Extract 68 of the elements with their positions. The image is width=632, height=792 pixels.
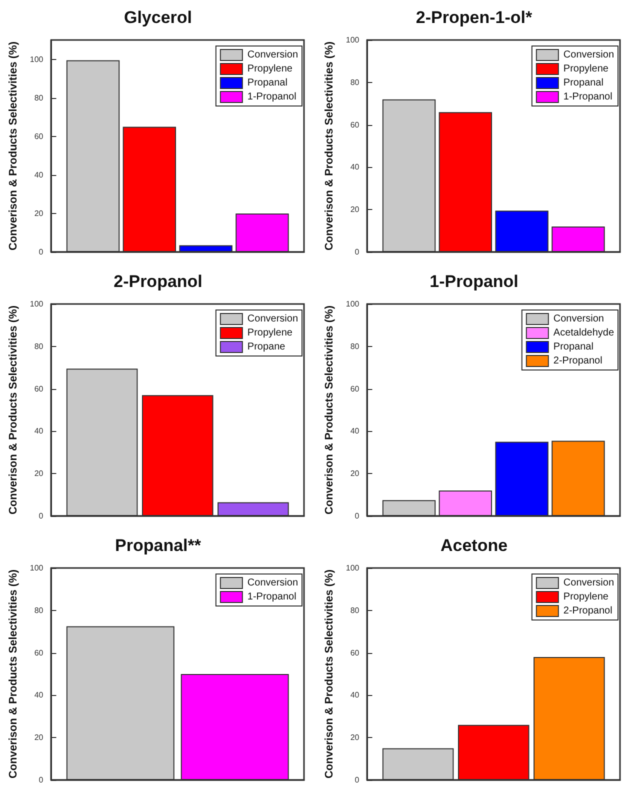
y-tick-label: 100: [346, 300, 360, 308]
y-tick-label: 40: [34, 426, 44, 436]
y-axis-title: Converison & Products Selectivities (%): [8, 569, 20, 779]
chart-title: 2-Propen-1-ol*: [416, 8, 532, 27]
y-tick-label: 0: [354, 248, 360, 256]
y-tick-label: 20: [350, 733, 360, 742]
legend-label: Propanal: [553, 342, 594, 352]
legend-label: Propanal: [247, 78, 288, 88]
y-tick-label: 60: [350, 384, 360, 394]
y-tick-label: 60: [350, 648, 360, 658]
y-tick-label: 100: [346, 564, 360, 572]
y-tick-label: 20: [34, 733, 44, 742]
legend-label: Conversion: [247, 578, 298, 588]
y-tick-label: 40: [350, 690, 360, 700]
y-tick-label: 60: [350, 120, 360, 130]
y-tick-label: 80: [34, 93, 44, 102]
chart-title: 1-Propanol: [430, 272, 518, 291]
legend-label: Propylene: [247, 64, 293, 74]
legend-label: Propanal: [563, 78, 604, 88]
legend-label: 1-Propanol: [247, 92, 296, 102]
legend-label: 1-Propanol: [563, 92, 612, 102]
legend-label: Propylene: [563, 592, 609, 602]
y-tick-label: 100: [30, 300, 44, 308]
y-tick-label: 80: [34, 606, 44, 615]
y-tick-label: 20: [34, 469, 44, 478]
legend-label: Propylene: [247, 328, 293, 338]
legend-label: Acetaldehyde: [553, 328, 614, 338]
legend-label: 1-Propanol: [247, 592, 296, 602]
y-tick-label: 80: [350, 342, 360, 351]
y-tick-label: 20: [350, 205, 360, 214]
legend-label: Conversion: [563, 50, 614, 60]
y-tick-label: 100: [346, 36, 360, 44]
y-tick-label: 80: [34, 342, 44, 351]
legend-label: Conversion: [553, 314, 604, 324]
y-tick-label: 0: [354, 512, 360, 520]
legend-label: Propylene: [563, 64, 609, 74]
y-tick-label: 0: [38, 512, 44, 520]
y-tick-label: 40: [350, 426, 360, 436]
chart-title: Glycerol: [124, 8, 192, 27]
y-axis-title: Converison & Products Selectivities (%): [8, 41, 20, 251]
y-tick-label: 80: [350, 78, 360, 87]
y-tick-label: 0: [354, 776, 360, 784]
y-tick-label: 40: [350, 162, 360, 172]
y-tick-label: 60: [34, 384, 44, 394]
y-axis-title: Converison & Products Selectivities (%): [8, 305, 20, 515]
y-tick-label: 100: [30, 564, 44, 572]
y-tick-label: 60: [34, 648, 44, 658]
y-tick-label: 100: [30, 54, 44, 64]
y-axis-title: Converison & Products Selectivities (%): [324, 305, 336, 515]
legend-label: Conversion: [247, 314, 298, 324]
chart-title: Acetone: [440, 536, 508, 555]
chart-title: 2-Propanol: [114, 272, 202, 291]
y-tick-label: 0: [38, 776, 44, 784]
legend-label: Conversion: [563, 578, 614, 588]
y-tick-label: 40: [34, 170, 44, 180]
y-axis-title: Converison & Products Selectivities (%): [324, 569, 336, 779]
y-tick-label: 40: [34, 690, 44, 700]
legend-label: Conversion: [247, 50, 298, 60]
legend-label: 2-Propanol: [553, 356, 602, 366]
y-tick-label: 80: [350, 606, 360, 615]
legend-label: Propane: [247, 342, 286, 352]
legend-label: 2-Propanol: [563, 606, 612, 616]
y-tick-label: 20: [34, 208, 44, 218]
y-tick-label: 0: [38, 248, 44, 256]
y-tick-label: 60: [34, 132, 44, 141]
y-tick-label: 20: [350, 469, 360, 478]
y-axis-title: Converison & Products Selectivities (%): [324, 41, 336, 251]
chart-title: Propanal**: [115, 536, 202, 555]
